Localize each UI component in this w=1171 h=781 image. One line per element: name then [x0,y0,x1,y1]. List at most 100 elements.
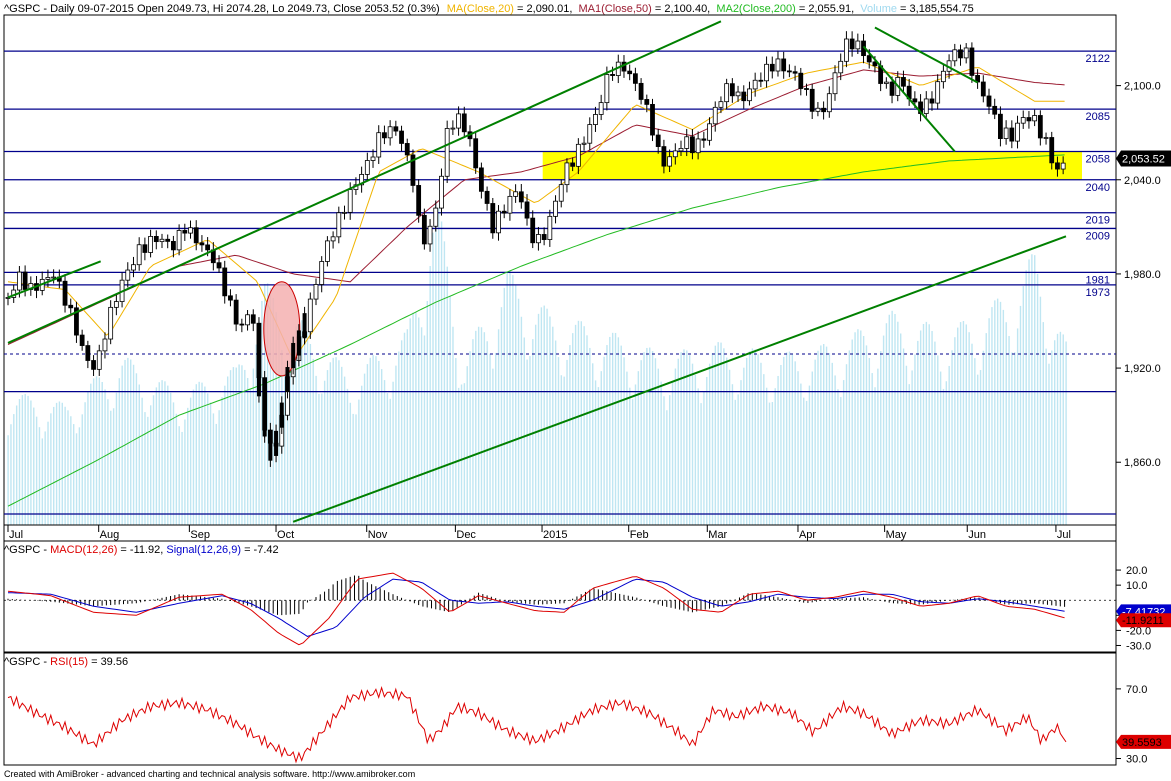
volume-bar [67,410,69,525]
volume-bar [523,337,525,525]
candle-body [690,136,695,154]
volume-bar [1019,305,1022,525]
volume-bar [400,340,403,525]
volume-bar [349,402,352,525]
candle-body [940,70,946,83]
volume-bar [149,405,152,525]
volume-bar [90,383,92,525]
candle-body [165,238,171,242]
volume-bar [914,354,916,525]
candle-body [667,156,673,167]
volume-bar [189,397,192,525]
volume-bar [968,332,970,525]
volume-bar [671,380,674,525]
volume-bar [266,283,269,525]
volume-bar [694,374,697,525]
volume-bar [817,350,819,525]
candle-body [501,210,507,214]
volume-bar [814,359,816,525]
rsi-value-label: 39.5593 [1122,737,1162,749]
volume-bar [147,416,149,525]
volume-bar [982,350,985,525]
volume-bar [329,362,332,525]
candle-body [838,60,844,74]
volume-bar [854,332,856,525]
candle-body [678,148,684,152]
candle-body [832,72,838,95]
volume-bar [198,381,200,525]
volume-bar [620,345,622,525]
candle-body [872,61,878,67]
candle-body [279,402,284,428]
candle-body [74,307,79,336]
volume-bar [803,397,805,525]
volume-bar [312,358,314,525]
volume-bar [33,407,35,525]
candle-body [587,124,593,144]
volume-bar [828,353,831,525]
volume-bar [703,391,705,525]
volume-bar [631,399,634,525]
volume-bar [209,402,212,525]
volume-bar [897,321,899,525]
volume-bar [629,387,631,525]
candle-body [17,271,22,291]
volume-bar [21,395,24,525]
volume-bar [649,347,651,525]
candle-body [581,142,587,145]
volume-bar [857,329,859,525]
volume-bar [144,412,146,525]
volume-bar [948,365,950,525]
volume-bar [526,359,528,525]
candle-body [786,70,792,73]
volume-bar [931,330,933,525]
level-label: 2009 [1086,230,1110,242]
volume-bar [506,272,508,525]
volume-bar [717,342,719,525]
volume-bar [837,389,839,525]
volume-bar [30,400,32,525]
volume-bar [272,297,275,525]
candle-body [593,114,598,125]
volume-bar [1022,286,1025,525]
volume-bar [435,202,437,526]
volume-bar [480,327,483,525]
volume-bar [409,318,411,525]
candle-body [484,190,490,204]
volume-bar [13,414,15,525]
candle-body [513,191,519,197]
volume-bar [546,308,548,525]
volume-bar [868,358,871,525]
candle-body [1026,117,1032,122]
volume-bar [226,376,229,525]
candle-body [96,350,102,370]
volume-bar [335,357,337,525]
volume-bar [232,367,235,525]
y-tick-label: 1,920.0 [1124,363,1161,375]
trendline [7,20,722,344]
volume-bar [611,332,614,525]
candle-body [171,240,176,251]
volume-bar [47,421,49,525]
volume-bar [24,394,26,525]
level-label: 2085 [1086,111,1110,123]
volume-bar [72,424,75,525]
candle-body [233,299,239,325]
volume-bar [971,343,973,525]
volume-bar [788,351,791,525]
volume-bar [246,377,249,525]
candle-body [598,102,604,115]
level-label: 1981 [1086,274,1110,286]
volume-bar [700,403,702,525]
volume-bar [743,367,745,525]
volume-bar [962,320,965,525]
candle-body [998,113,1003,139]
volume-bar [472,339,474,525]
volume-bar [187,407,189,525]
volume-bar [341,366,343,525]
y-tick-label: 1,860.0 [1124,457,1161,469]
candle-body [342,211,347,214]
volume-bar [577,320,580,525]
candle-body [85,345,91,361]
volume-bar [255,344,257,525]
